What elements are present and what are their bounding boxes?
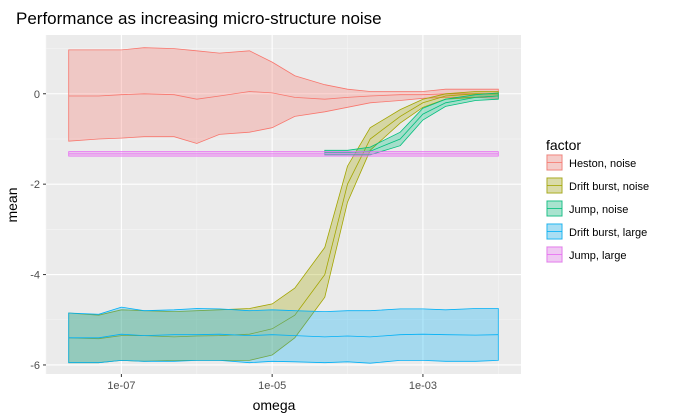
y-tick-label: -6 (30, 360, 40, 372)
y-tick-label: 0 (34, 89, 40, 101)
mean-line-series-1 (68, 91, 499, 100)
legend-label: Jump, noise (569, 204, 628, 216)
legend-label: Jump, large (569, 250, 626, 262)
legend-title: factor (546, 137, 581, 153)
mean-line-series-4 (68, 333, 499, 339)
x-tick-label: 1e-03 (409, 380, 437, 392)
mean-line-series-3 (324, 95, 499, 153)
chart-title: Performance as increasing micro-structur… (16, 9, 382, 28)
y-tick-label: -4 (30, 270, 40, 282)
legend-label: Drift burst, noise (569, 181, 649, 193)
legend-label: Drift burst, large (569, 227, 647, 239)
panel-background (46, 35, 521, 374)
ribbon-series-3 (324, 92, 499, 156)
legend-label: Heston, noise (569, 158, 636, 170)
x-axis-title: omega (253, 397, 296, 413)
y-tick-label: -2 (30, 179, 40, 191)
plot-area: 1e-07 1e-05 1e-03 0 -2 -4 -6 (30, 35, 521, 392)
y-axis-title: mean (4, 187, 20, 222)
legend: factor Heston, noise Drift burst, noise Ju… (546, 137, 649, 263)
x-tick-label: 1e-05 (258, 380, 286, 392)
x-tick-label: 1e-07 (107, 380, 135, 392)
